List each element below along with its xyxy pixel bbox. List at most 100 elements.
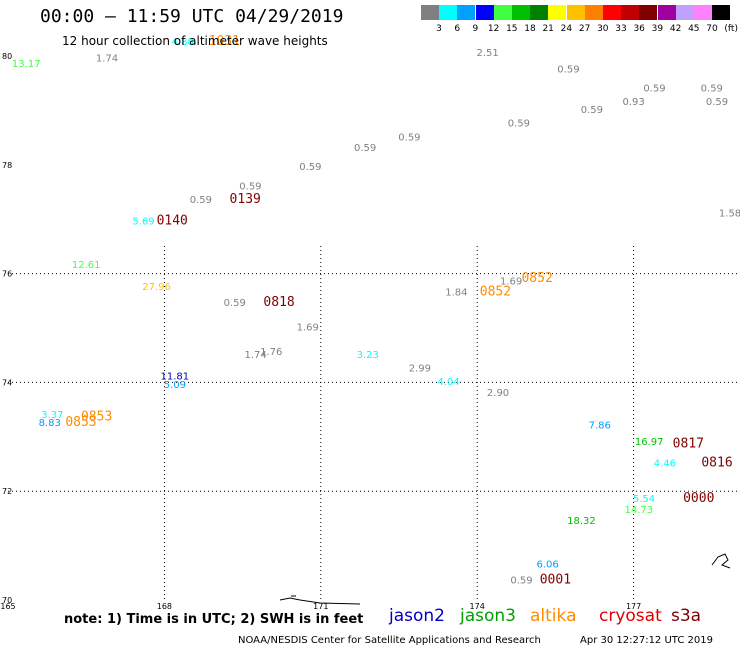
wave-height-label: 3.23 <box>357 350 379 361</box>
pass-time-label: 1031 <box>209 34 240 49</box>
y-tick-label: 70 <box>2 596 12 605</box>
y-tick-label: 72 <box>2 487 12 496</box>
satellite-name: jason3 <box>460 606 516 626</box>
satellite-name: s3a <box>671 606 702 626</box>
wave-height-label: 18.32 <box>567 516 596 527</box>
x-tick-label: 168 <box>157 602 172 611</box>
color-scale-label: 36 <box>633 24 645 34</box>
wave-height-label: 7.86 <box>589 421 611 432</box>
color-scale-label: 21 <box>542 24 554 34</box>
color-scale-label: 42 <box>669 24 682 34</box>
color-scale-label: 30 <box>597 24 609 34</box>
wave-height-label: 6.06 <box>536 559 558 570</box>
color-swatch <box>566 5 585 20</box>
color-swatch <box>657 5 676 20</box>
color-scale-label: 33 <box>615 24 627 34</box>
wave-height-label: 14.73 <box>624 505 653 516</box>
data-labels: 13.17 1.74 4.88 2.51 0.59 0.59 0.93 0.59 0.59 0.5… <box>12 34 740 588</box>
color-scale-label: 45 <box>688 24 700 34</box>
color-scale-label: 3 <box>436 24 442 34</box>
pass-time-label: 0816 <box>701 456 732 471</box>
wave-height-label: 4.88 <box>172 37 194 48</box>
pass-time-label: 0852 <box>480 284 511 299</box>
satellite-name: cryosat <box>599 606 662 626</box>
wave-height-label: 0.59 <box>508 119 530 130</box>
wave-height-label: 2.99 <box>409 364 431 375</box>
color-swatch <box>475 5 494 20</box>
y-tick-label: 74 <box>2 378 12 387</box>
color-swatch <box>694 5 712 20</box>
credit-text: NOAA/NESDIS Center for Satellite Applica… <box>238 635 541 646</box>
wave-height-label: 0.59 <box>643 83 665 94</box>
wave-height-label: 0.59 <box>239 181 261 192</box>
color-swatch <box>439 5 458 20</box>
x-tick-label: 165 <box>0 602 15 611</box>
x-tick-label: 174 <box>470 602 485 611</box>
wave-height-label: 3.37 <box>41 410 63 421</box>
wave-height-label: 0.59 <box>510 576 532 587</box>
wave-height-label: 1.84 <box>445 287 467 298</box>
color-scale-label: 18 <box>524 24 536 34</box>
wave-height-label: 0.59 <box>581 105 603 116</box>
generated-timestamp: Apr 30 12:27:12 UTC 2019 <box>580 635 713 646</box>
pass-time-label: 0817 <box>673 437 704 452</box>
wave-height-label: 5.54 <box>633 494 655 505</box>
color-scale-label: 39 <box>651 24 664 34</box>
satellite-name: altika <box>530 606 577 626</box>
coastline <box>279 553 731 605</box>
wave-height-label: 8.83 <box>39 418 61 429</box>
wave-height-label: 27.96 <box>142 282 171 293</box>
satellite-name: jason2 <box>389 606 445 626</box>
color-swatch <box>675 5 694 20</box>
color-swatch <box>512 5 530 20</box>
wave-height-label: 0.59 <box>354 143 376 154</box>
wave-height-label: 1.58 <box>719 208 740 219</box>
wave-height-label: 5.69 <box>132 217 154 228</box>
pass-time-label: 0139 <box>230 192 261 207</box>
pass-time-label: 0852 <box>521 271 552 286</box>
wave-height-label: 2.51 <box>476 48 498 59</box>
color-swatch <box>584 5 603 20</box>
x-tick-label: 171 <box>313 602 328 611</box>
chart-subtitle: 12 hour collection of altimeter wave hei… <box>62 34 328 48</box>
wave-height-label: 0.59 <box>557 64 579 75</box>
wave-height-label: 1.69 <box>297 323 319 334</box>
color-scale-label: 12 <box>487 24 500 34</box>
pass-time-label: 0000 <box>683 491 714 506</box>
color-swatch <box>639 5 658 20</box>
wave-height-label: 2.90 <box>487 388 509 399</box>
color-scale-label: 6 <box>454 24 461 34</box>
wave-height-label: 5.09 <box>164 380 186 391</box>
wave-height-label: 1.76 <box>260 347 282 358</box>
color-scale-label: 15 <box>506 24 518 34</box>
color-scale-label: 24 <box>560 24 573 34</box>
wave-height-label: 12.61 <box>72 260 101 271</box>
pass-time-label: 0140 <box>157 214 188 229</box>
wave-height-label: 0.93 <box>622 97 644 108</box>
wave-height-label: 13.17 <box>12 59 41 70</box>
y-tick-label: 76 <box>2 270 12 279</box>
wave-height-label: 0.59 <box>398 132 420 143</box>
wave-height-label: 16.97 <box>635 437 664 448</box>
wave-height-label: 11.81 <box>161 372 190 383</box>
color-swatch <box>621 5 640 20</box>
color-scale-unit: (ft) <box>724 24 738 34</box>
color-swatch <box>530 5 549 20</box>
wave-height-label: 1.69 <box>500 276 522 287</box>
pass-time-label: 0853 <box>65 415 96 430</box>
wave-height-label: 0.59 <box>706 97 728 108</box>
color-swatch <box>457 5 476 20</box>
wave-height-label: 0.59 <box>299 162 321 173</box>
pass-time-label: 0853 <box>81 409 112 424</box>
y-tick-label: 78 <box>2 161 12 170</box>
wave-height-label: 1.74 <box>245 350 267 361</box>
wave-height-label: 0.59 <box>224 298 246 309</box>
chart-title: 00:00 – 11:59 UTC 04/29/2019 <box>40 6 344 27</box>
pass-time-label: 0001 <box>540 573 571 588</box>
color-swatch <box>712 5 731 20</box>
color-swatch <box>603 5 621 20</box>
wave-height-label: 4.46 <box>654 459 676 470</box>
wave-height-label: 0.59 <box>701 83 723 94</box>
